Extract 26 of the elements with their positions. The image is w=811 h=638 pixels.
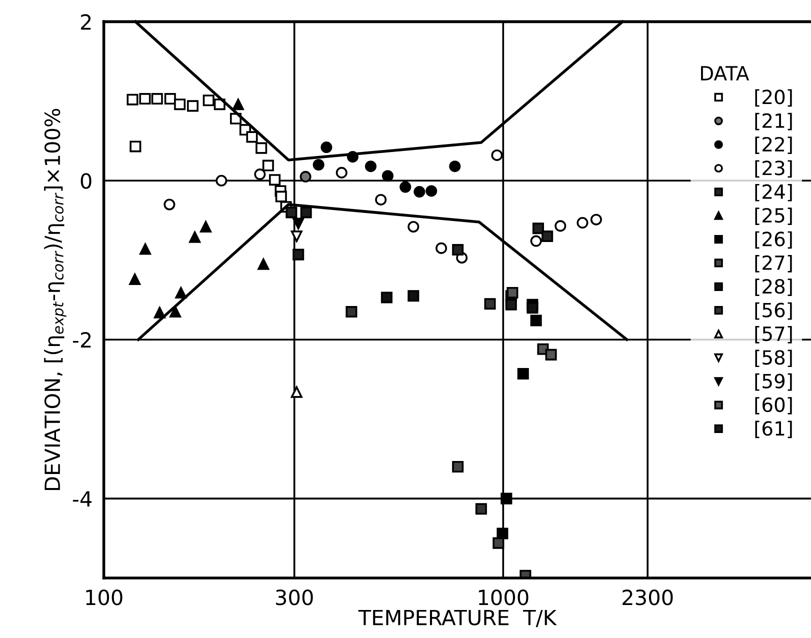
legend-label: [26]	[755, 231, 792, 249]
y-tick-label: -2	[72, 332, 91, 348]
legend-label: [28]	[755, 278, 792, 296]
x-axis-title: TEMPERATURE T/K	[358, 610, 557, 628]
legend-label: [61]	[755, 420, 792, 438]
legend-title: DATA	[701, 66, 750, 80]
x-tick-label: 300	[276, 590, 313, 606]
legend-label: [23]	[755, 160, 792, 178]
y-axis-title: DEVIATION, [(η$_{expt}$-η$_{corr}$)/η$_{corr}$]×100%	[44, 108, 66, 490]
legend-label: [22]	[755, 136, 792, 154]
legend-label: [21]	[755, 112, 792, 130]
legend-label: [56]	[755, 302, 792, 320]
legend-label: [57]	[755, 326, 792, 344]
legend-label: [24]	[755, 184, 792, 202]
x-tick-label: 100	[86, 590, 122, 606]
legend-label: [58]	[755, 350, 792, 368]
y-tick-label: -4	[72, 491, 92, 506]
legend-label: [20]	[755, 89, 792, 107]
legend-label: [59]	[755, 373, 792, 391]
x-tick-label: 2300	[622, 590, 673, 606]
x-tick-label: 1000	[478, 590, 528, 606]
legend-label: [25]	[755, 208, 792, 225]
legend-label: [60]	[755, 397, 792, 414]
legend-label: [27]	[755, 255, 792, 272]
y-tick-label: 2	[80, 14, 91, 30]
y-tick-label: 0	[80, 173, 92, 189]
